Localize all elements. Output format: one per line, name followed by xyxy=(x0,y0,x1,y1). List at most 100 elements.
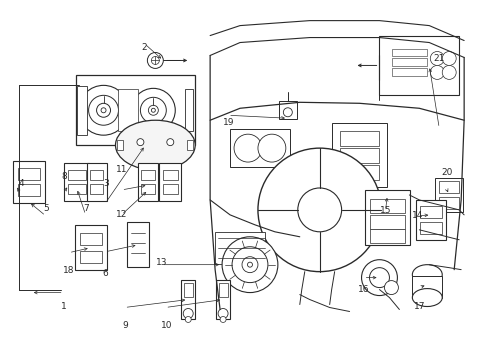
Circle shape xyxy=(258,148,381,272)
Circle shape xyxy=(148,105,158,115)
Text: 7: 7 xyxy=(83,204,89,213)
Bar xyxy=(218,283,227,297)
Bar xyxy=(229,129,289,167)
Bar xyxy=(339,148,379,163)
Text: 6: 6 xyxy=(102,269,108,278)
Text: 15: 15 xyxy=(379,206,391,215)
Circle shape xyxy=(369,268,388,288)
Circle shape xyxy=(283,108,292,117)
Text: 10: 10 xyxy=(161,321,172,330)
Bar xyxy=(77,86,86,135)
Text: 17: 17 xyxy=(413,302,425,311)
Circle shape xyxy=(218,309,227,319)
Bar xyxy=(86,163,106,201)
Bar xyxy=(117,140,123,150)
Bar xyxy=(76,75,195,145)
Bar xyxy=(391,49,426,57)
Bar xyxy=(415,200,446,240)
Text: 9: 9 xyxy=(122,321,128,330)
Circle shape xyxy=(361,260,397,296)
Text: 1: 1 xyxy=(61,302,67,311)
Bar xyxy=(339,131,379,146)
Bar xyxy=(80,251,102,263)
Circle shape xyxy=(166,139,173,146)
Bar xyxy=(118,89,138,131)
Bar xyxy=(369,199,404,213)
Bar xyxy=(90,184,103,194)
Circle shape xyxy=(220,316,225,323)
Bar xyxy=(13,161,45,203)
Bar xyxy=(331,123,386,188)
Bar xyxy=(18,184,40,196)
Circle shape xyxy=(96,103,110,117)
Text: 3: 3 xyxy=(102,179,108,188)
Circle shape xyxy=(183,309,193,319)
Bar xyxy=(138,163,158,201)
Circle shape xyxy=(258,134,285,162)
Bar xyxy=(216,280,229,319)
Bar xyxy=(127,222,149,267)
Text: 20: 20 xyxy=(440,168,451,177)
Bar xyxy=(90,170,103,180)
Circle shape xyxy=(441,66,455,80)
Circle shape xyxy=(384,280,398,294)
Ellipse shape xyxy=(411,265,441,285)
Text: 11: 11 xyxy=(116,165,127,174)
Bar xyxy=(163,170,178,180)
Bar xyxy=(391,68,426,76)
Circle shape xyxy=(247,262,252,267)
Text: 8: 8 xyxy=(61,172,67,181)
Text: 5: 5 xyxy=(43,204,48,213)
Bar xyxy=(64,163,89,201)
Bar xyxy=(215,232,264,264)
Circle shape xyxy=(79,85,128,135)
Text: 21: 21 xyxy=(433,54,444,63)
Text: 19: 19 xyxy=(223,118,234,127)
Circle shape xyxy=(185,316,191,323)
Circle shape xyxy=(222,237,277,293)
Circle shape xyxy=(234,134,262,162)
Bar xyxy=(364,190,409,245)
Bar xyxy=(183,283,192,297)
Bar xyxy=(438,197,458,209)
Text: 14: 14 xyxy=(411,211,422,220)
Bar xyxy=(411,276,441,298)
Circle shape xyxy=(232,247,267,283)
Bar xyxy=(339,165,379,180)
Bar xyxy=(141,184,155,194)
Bar xyxy=(67,184,85,194)
Circle shape xyxy=(147,53,163,68)
Circle shape xyxy=(429,51,443,66)
Bar xyxy=(278,101,296,119)
Bar xyxy=(159,163,181,201)
Bar xyxy=(141,170,155,180)
Text: 16: 16 xyxy=(357,285,369,294)
Bar xyxy=(391,58,426,67)
Bar xyxy=(67,170,85,180)
Bar xyxy=(181,280,195,319)
Bar xyxy=(438,181,458,193)
Text: 2: 2 xyxy=(142,43,147,52)
Bar xyxy=(379,36,458,95)
Text: 4: 4 xyxy=(19,179,24,188)
Circle shape xyxy=(297,188,341,232)
Circle shape xyxy=(137,139,143,146)
Circle shape xyxy=(151,57,159,64)
Circle shape xyxy=(151,108,155,112)
Ellipse shape xyxy=(411,289,441,306)
Bar xyxy=(18,168,40,180)
Circle shape xyxy=(88,95,118,125)
Bar xyxy=(187,140,193,150)
Circle shape xyxy=(101,108,106,113)
Bar xyxy=(80,233,102,245)
Text: 12: 12 xyxy=(116,210,127,219)
Bar xyxy=(420,206,441,218)
Bar xyxy=(369,215,404,229)
Bar xyxy=(185,89,193,131)
Circle shape xyxy=(441,51,455,66)
Text: 13: 13 xyxy=(156,258,167,267)
Circle shape xyxy=(131,88,175,132)
Bar xyxy=(420,222,441,234)
Circle shape xyxy=(140,97,166,123)
Bar xyxy=(434,177,462,212)
